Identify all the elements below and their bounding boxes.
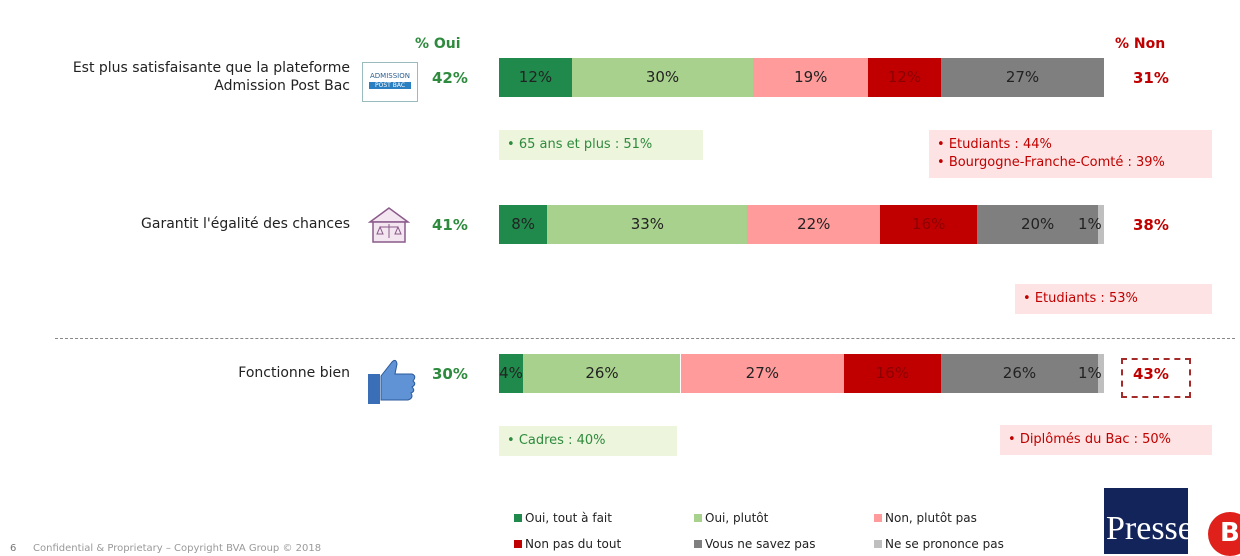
category-label: Garantit l'égalité des chances xyxy=(141,216,350,232)
page-number: 6 xyxy=(10,543,17,554)
icon-text: POST BAC xyxy=(369,82,411,89)
legend-swatch xyxy=(514,514,522,522)
bar-segment xyxy=(499,58,572,97)
icon-text: ADMISSION xyxy=(370,72,410,80)
bar-segment xyxy=(753,58,869,97)
legend-label: Non pas du tout xyxy=(525,537,622,551)
logo-text: Presse xyxy=(1106,510,1188,547)
bar-value-label: 22% xyxy=(797,215,831,233)
legend-swatch xyxy=(514,540,522,548)
bar-value-label: 33% xyxy=(630,215,665,233)
callout-item: Etudiants : 53% xyxy=(1023,290,1204,308)
bar-value-label: 16% xyxy=(875,364,910,382)
callout-item: Etudiants : 44% xyxy=(937,136,1204,154)
copyright: Confidential & Proprietary – Copyright B… xyxy=(33,543,322,554)
non-callout: Diplômés du Bac : 50% xyxy=(1000,425,1212,455)
bar-value-label: 30% xyxy=(645,68,680,86)
bar-value-label: 12% xyxy=(518,68,553,86)
bar-value-label: 16% xyxy=(912,215,946,233)
legend-label: Oui, tout à fait xyxy=(525,511,612,525)
category-label: Est plus satisfaisante que la plateforme… xyxy=(72,60,350,94)
oui-total: 41% xyxy=(432,216,468,234)
category-label: Fonctionne bien xyxy=(238,365,350,381)
non-callout: Etudiants : 44%Bourgogne-Franche-Comté :… xyxy=(929,130,1212,178)
bar-value-label: 26% xyxy=(1002,364,1037,382)
callout-item: Diplômés du Bac : 50% xyxy=(1008,431,1204,449)
non-total: 31% xyxy=(1133,69,1169,87)
legend-item: Vous ne savez pas xyxy=(694,537,816,551)
bar-segment xyxy=(940,58,1104,97)
oui-header: % Oui xyxy=(415,36,461,52)
legend-item: Non, plutôt pas xyxy=(874,511,977,525)
bar-segment xyxy=(868,58,941,97)
bar-segment xyxy=(571,58,754,97)
bar-segment xyxy=(843,354,941,393)
legend-item: Oui, tout à fait xyxy=(514,511,612,525)
bar-segment xyxy=(499,205,548,244)
bar-segment xyxy=(747,205,881,244)
bar-segment xyxy=(880,205,977,244)
legend-swatch xyxy=(694,514,702,522)
oui-total: 30% xyxy=(432,365,468,383)
bar-segment xyxy=(1097,354,1104,393)
legend-label: Non, plutôt pas xyxy=(885,511,977,525)
separator xyxy=(55,338,1235,339)
bar-value-label: 27% xyxy=(1005,68,1040,86)
oui-callout: Cadres : 40% xyxy=(499,426,677,456)
logo-presse: Presse xyxy=(1104,488,1188,554)
legend-swatch xyxy=(694,540,702,548)
oui-total: 42% xyxy=(432,69,468,87)
highlight-box xyxy=(1121,358,1191,398)
legend-item: Oui, plutôt xyxy=(694,511,768,525)
bar-value-label: 20% xyxy=(1020,215,1055,233)
bar-segment xyxy=(1097,205,1104,244)
non-header: % Non xyxy=(1115,36,1166,52)
bar-segment xyxy=(976,205,1098,244)
thumb-icon xyxy=(368,359,416,404)
bar-segment xyxy=(680,354,844,393)
non-total: 38% xyxy=(1133,216,1169,234)
bar-segment xyxy=(499,354,524,393)
logo-b: B xyxy=(1208,512,1240,556)
bar-value-label: 12% xyxy=(887,68,922,86)
bar-segment xyxy=(940,354,1098,393)
legend-label: Ne se prononce pas xyxy=(885,537,1004,551)
bar-value-label: 1% xyxy=(1078,215,1102,233)
scales-icon xyxy=(368,207,410,243)
legend-item: Non pas du tout xyxy=(514,537,621,551)
legend-item: Ne se prononce pas xyxy=(874,537,1004,551)
non-callout: Etudiants : 53% xyxy=(1015,284,1212,314)
callout-item: Bourgogne-Franche-Comté : 39% xyxy=(937,154,1204,172)
callout-item: Cadres : 40% xyxy=(507,432,669,450)
legend-label: Vous ne savez pas xyxy=(705,537,816,551)
admission-icon: ADMISSION POST BAC xyxy=(362,62,418,102)
bar-value-label: 27% xyxy=(745,364,780,382)
non-total: 43% xyxy=(1133,365,1169,383)
legend-swatch xyxy=(874,514,882,522)
legend-label: Oui, plutôt xyxy=(705,511,769,525)
oui-callout: 65 ans et plus : 51% xyxy=(499,130,703,160)
legend-swatch xyxy=(874,540,882,548)
callout-item: 65 ans et plus : 51% xyxy=(507,136,695,154)
bar-value-label: 19% xyxy=(794,68,828,86)
bar-segment xyxy=(523,354,681,393)
bar-value-label: 8% xyxy=(511,215,535,233)
logo-text: B xyxy=(1220,518,1240,548)
bar-segment xyxy=(547,205,748,244)
bar-value-label: 26% xyxy=(585,364,619,382)
bar-value-label: 4% xyxy=(499,364,523,382)
bar-value-label: 1% xyxy=(1078,364,1102,382)
